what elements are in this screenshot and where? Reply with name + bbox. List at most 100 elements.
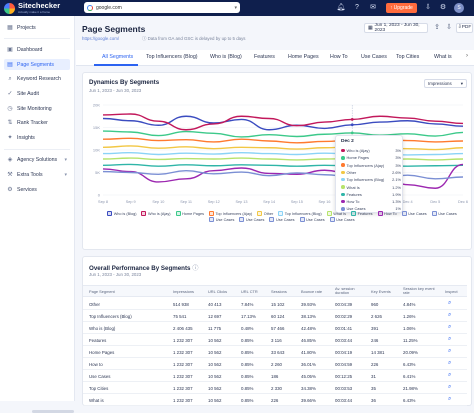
legend-item[interactable]: Use Cases: [269, 217, 295, 222]
tab-home-pages[interactable]: Home Pages: [288, 54, 319, 60]
tooltip-value: 1.9%: [392, 191, 401, 197]
table-row[interactable]: Home Pages 1 232 307 10 562 0.85% 33 643 41.8…: [83, 346, 467, 358]
sidebar-item-rank-tracker[interactable]: ⇅ Rank Tracker: [7, 119, 48, 126]
inspect-search-icon[interactable]: ⌕: [448, 372, 452, 378]
share-icon[interactable]: ⇪: [434, 24, 440, 31]
sidebar-item-dashboard[interactable]: ▣ Dashboard: [7, 46, 43, 53]
legend-item[interactable]: How To: [377, 211, 397, 216]
sidebar-item-agency-solutions[interactable]: ◈ Agency Solutions ▾: [7, 156, 67, 163]
table-cell: 40 413: [208, 302, 222, 307]
table-row[interactable]: Top Influencers (Blog) 75 541 12 697 17.13%…: [83, 310, 467, 322]
legend-item[interactable]: Use Cases: [401, 211, 427, 216]
column-header[interactable]: Impressions: [173, 289, 194, 294]
inspect-search-icon[interactable]: ⌕: [448, 300, 452, 306]
column-header[interactable]: Page Segment: [89, 289, 115, 294]
legend-item[interactable]: Features: [351, 211, 373, 216]
tooltip-label: Top Influencers (Ajay): [346, 162, 385, 168]
settings-icon[interactable]: ⚙: [439, 4, 447, 11]
table-row[interactable]: Use Cases 1 232 307 10 562 0.85% 186 45.05% 00…: [83, 370, 467, 382]
download-icon[interactable]: ⇩: [446, 24, 452, 31]
legend-item[interactable]: What Is: [326, 211, 346, 216]
legend-item[interactable]: Top Influencers (Ajay): [209, 211, 252, 216]
tab-who-is-blog[interactable]: Who is (Blog): [210, 54, 242, 60]
download-icon[interactable]: ⇩: [425, 4, 431, 11]
sidebar-item-projects[interactable]: ▦ Projects: [7, 24, 36, 31]
help-icon[interactable]: ?: [355, 4, 359, 11]
segment-name-cell: Use Cases: [89, 374, 111, 379]
table-row[interactable]: Features 1 232 307 10 562 0.85% 3 116 46.85% 0…: [83, 334, 467, 346]
table-row[interactable]: Who is (Blog) 2 406 435 11 775 0.48% 57 466 4…: [83, 322, 467, 334]
tab-use-cases[interactable]: Use Cases: [361, 54, 387, 60]
gift-icon[interactable]: ✉: [370, 4, 376, 11]
tab-all-segments[interactable]: All Segments: [102, 54, 134, 60]
date-range-picker[interactable]: ▦ Jun 1, 2023 - Jun 30, 2023: [364, 23, 428, 33]
sidebar-item-services[interactable]: ⚙ Services: [7, 186, 37, 193]
table-row[interactable]: What is 1 232 307 10 562 0.85% 226 39.66% 00:0…: [83, 394, 467, 406]
sidebar-item-insights[interactable]: ✦ Insights: [7, 134, 35, 141]
sidebar-item-site-audit[interactable]: ✓ Site Audit: [7, 90, 39, 97]
legend-item[interactable]: Use Cases: [239, 217, 264, 222]
logo-tagline: Actually make it a frame: [18, 9, 51, 14]
pdf-button[interactable]: ⇩PDF: [456, 23, 473, 33]
legend-item[interactable]: Use Cases: [431, 211, 457, 216]
legend-item[interactable]: Top Influencers (Blog): [278, 211, 322, 216]
avatar[interactable]: S: [454, 3, 464, 13]
inspect-search-icon[interactable]: ⌕: [448, 312, 452, 318]
inspect-search-icon[interactable]: ⌕: [448, 360, 452, 366]
audit-icon: ✓: [7, 90, 13, 97]
tooltip-row: Home Pages 3%: [341, 154, 401, 161]
column-header[interactable]: Av. session duration: [335, 286, 355, 296]
x-tick-label: Sep 14: [263, 200, 275, 204]
tab-how-to[interactable]: How To: [330, 54, 348, 60]
inspect-search-icon[interactable]: ⌕: [448, 396, 452, 402]
table-row[interactable]: How to 1 232 307 10 562 0.85% 2 260 36.01% 00:…: [83, 358, 467, 370]
legend-item[interactable]: Who is (Blog): [107, 211, 136, 216]
domain-select[interactable]: google.com ▾: [84, 2, 240, 13]
legend-label: Use Cases: [408, 211, 427, 216]
table-cell: 0.85%: [241, 374, 254, 379]
sidebar-item-extra-tools[interactable]: ⚒ Extra Tools ▾: [7, 171, 67, 178]
tab-features[interactable]: Features: [254, 54, 275, 60]
legend-item[interactable]: Home Pages: [175, 211, 204, 216]
tooltip-label: Other: [346, 169, 357, 175]
legend-item[interactable]: Who is (Ajay): [141, 211, 171, 216]
tab-what-is[interactable]: What is: [434, 54, 452, 60]
column-header[interactable]: URL CTR: [241, 289, 258, 294]
legend-item[interactable]: Other: [257, 211, 273, 216]
column-header[interactable]: Sessions: [271, 289, 287, 294]
tab-top-influencers-blog[interactable]: Top Influencers (Blog): [146, 54, 198, 60]
logo[interactable]: Sitechecker Actually make it a frame: [4, 1, 70, 15]
tooltip-title: Dec 2: [341, 139, 354, 144]
inspect-search-icon[interactable]: ⌕: [448, 348, 452, 354]
column-header[interactable]: Bounce rate: [301, 289, 322, 294]
legend-item[interactable]: Use Cases: [209, 217, 234, 222]
bell-icon[interactable]: 🔔︎: [336, 4, 346, 11]
table-row[interactable]: Top Cities 1 232 307 10 562 0.85% 2 330 34.38…: [83, 382, 467, 394]
tab-top-cities[interactable]: Top Cities: [396, 54, 420, 60]
column-header[interactable]: URL Clicks: [208, 289, 228, 294]
page-url-link[interactable]: https://google.com/: [82, 36, 120, 41]
column-header[interactable]: Key Events: [371, 289, 391, 294]
tooltip-value: 1.3%: [392, 199, 401, 205]
upgrade-button[interactable]: ↑ Upgrade: [386, 3, 417, 13]
inspect-search-icon[interactable]: ⌕: [448, 324, 452, 330]
legend-label: How To: [384, 211, 397, 216]
sidebar-item-site-monitoring[interactable]: ◷ Site Monitoring: [7, 105, 52, 112]
tooltip-value: 3%: [395, 148, 401, 153]
column-header[interactable]: Session key event rate: [403, 286, 435, 296]
inspect-search-icon[interactable]: ⌕: [448, 336, 452, 342]
tooltip-dot: [341, 148, 345, 153]
legend-item[interactable]: Use Cases: [299, 217, 325, 222]
sidebar-item-keyword-research[interactable]: ⌕ Keyword Research: [8, 75, 61, 82]
column-header[interactable]: Inspect: [445, 289, 458, 294]
metric-select[interactable]: Impressions ▾: [424, 79, 467, 88]
legend-label: Other: [263, 211, 274, 216]
dynamics-date: Jun 1, 2023 - Jun 30, 2023: [89, 88, 142, 93]
chevron-right-icon[interactable]: ›: [466, 53, 468, 59]
inspect-search-icon[interactable]: ⌕: [448, 384, 452, 390]
legend-item[interactable]: Use Cases: [329, 217, 355, 222]
table-row[interactable]: Other 514 938 40 413 7.84% 15 102 39.93% 00:04…: [83, 298, 467, 310]
performance-date: Jun 1, 2023 - Jun 30, 2023: [89, 272, 142, 277]
sidebar-item-page-segments[interactable]: ▤ Page Segments: [4, 59, 70, 70]
x-tick-label: Sep 10: [152, 200, 164, 204]
